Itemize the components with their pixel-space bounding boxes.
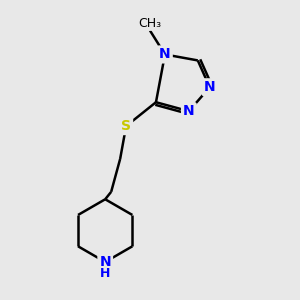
Text: CH₃: CH₃: [138, 16, 162, 30]
Text: N: N: [204, 80, 215, 94]
Text: N: N: [159, 47, 171, 61]
Text: N: N: [99, 255, 111, 269]
Text: N: N: [183, 104, 195, 118]
Text: S: S: [121, 119, 131, 133]
Text: H: H: [100, 267, 110, 280]
